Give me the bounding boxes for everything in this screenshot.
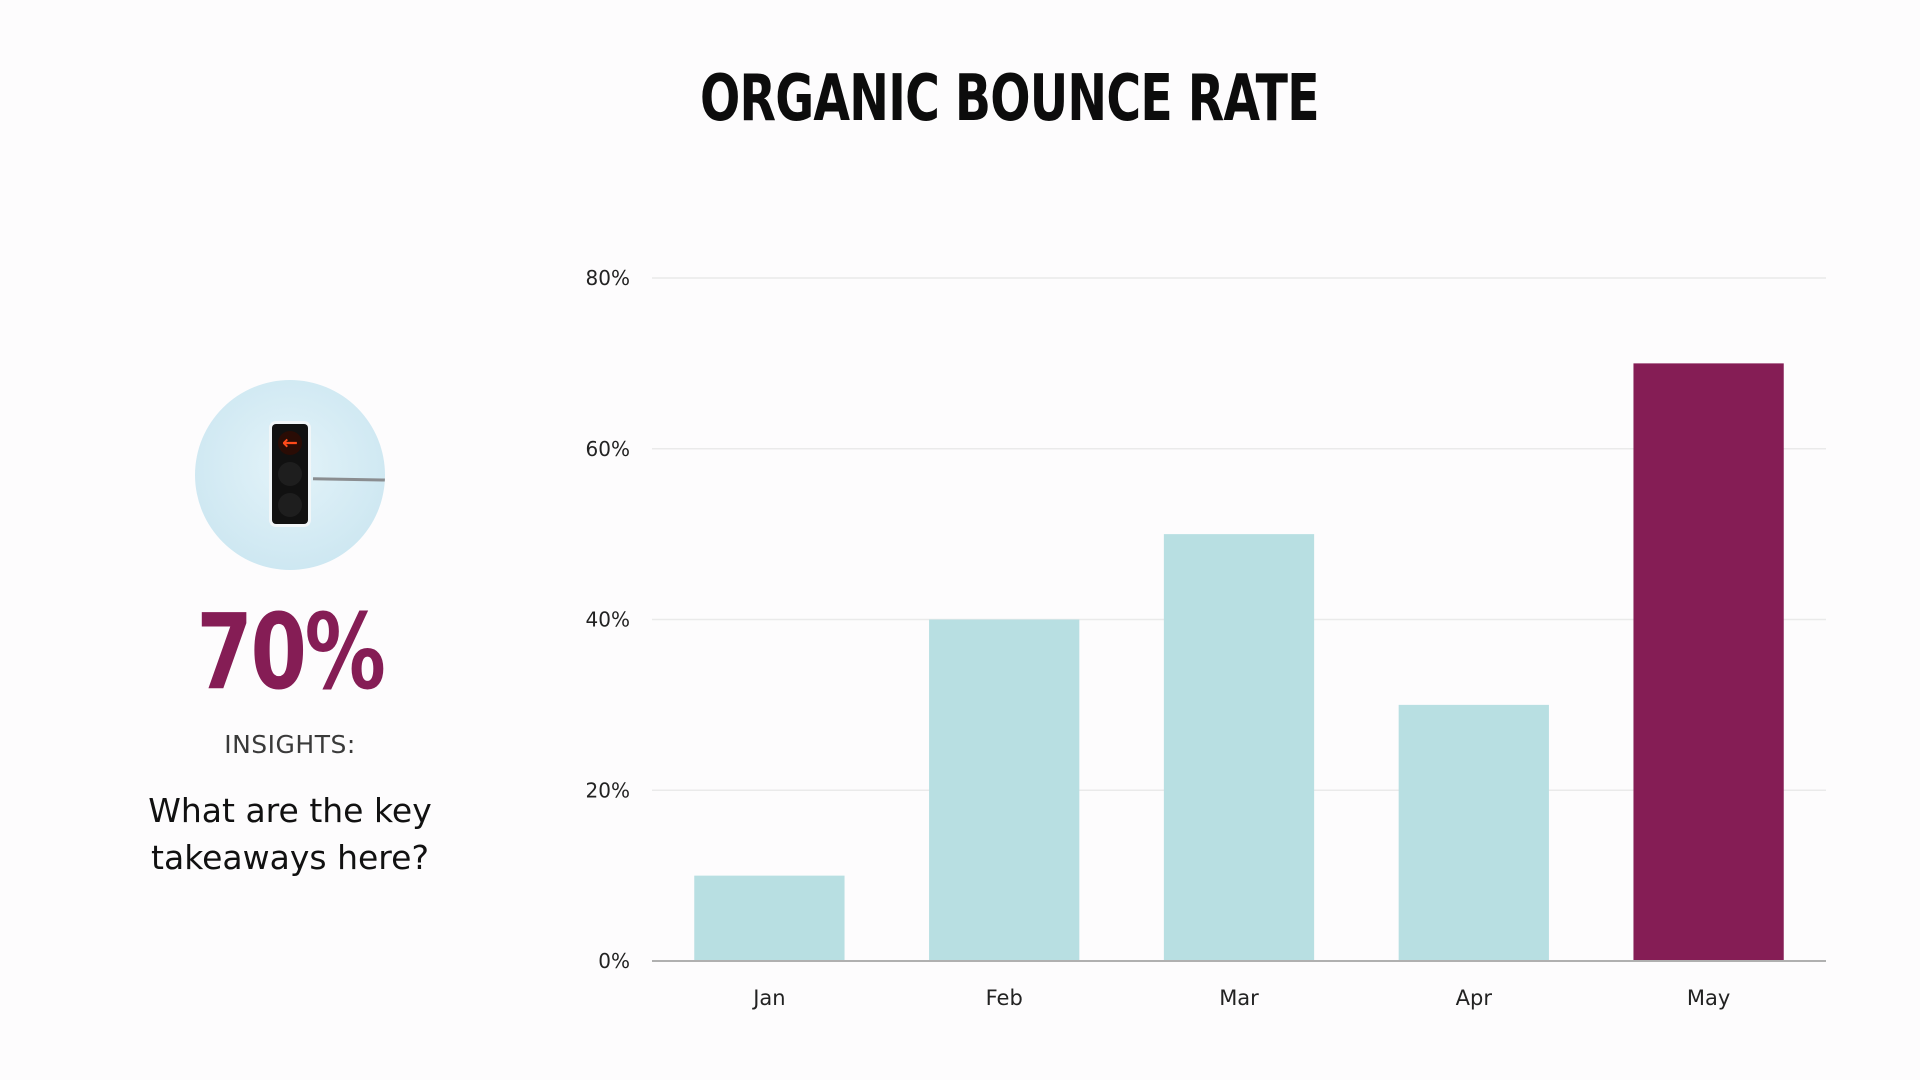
bar-feb bbox=[929, 619, 1080, 961]
y-tick-label: 40% bbox=[586, 608, 630, 632]
insights-text-line2: takeaways here? bbox=[151, 838, 429, 877]
bar-may bbox=[1633, 363, 1784, 961]
y-tick-label: 0% bbox=[598, 949, 630, 973]
insights-label: INSIGHTS: bbox=[224, 730, 356, 759]
traffic-light-housing: ← bbox=[272, 424, 308, 524]
x-tick-label: Apr bbox=[1456, 986, 1493, 1010]
amber-lamp bbox=[278, 462, 302, 486]
insights-text-line1: What are the key bbox=[148, 791, 432, 830]
x-tick-label: Mar bbox=[1219, 986, 1259, 1010]
y-tick-label: 80% bbox=[586, 266, 630, 290]
insights-text: What are the key takeaways here? bbox=[100, 787, 480, 881]
y-tick-label: 20% bbox=[586, 778, 630, 802]
red-lamp: ← bbox=[278, 431, 302, 455]
green-lamp bbox=[278, 493, 302, 517]
x-tick-label: Jan bbox=[751, 986, 785, 1010]
x-tick-label: May bbox=[1687, 986, 1730, 1010]
highlight-value: 70% bbox=[196, 591, 385, 713]
x-tick-label: Feb bbox=[986, 986, 1023, 1010]
y-tick-label: 60% bbox=[586, 437, 630, 461]
left-arrow-icon: ← bbox=[282, 432, 298, 454]
bar-mar bbox=[1163, 534, 1315, 961]
insights-panel: ← 70% INSIGHTS: What are the key takeawa… bbox=[100, 380, 480, 881]
bar-apr bbox=[1398, 704, 1549, 961]
bar-jan bbox=[694, 875, 845, 961]
traffic-light-icon: ← bbox=[195, 380, 385, 570]
